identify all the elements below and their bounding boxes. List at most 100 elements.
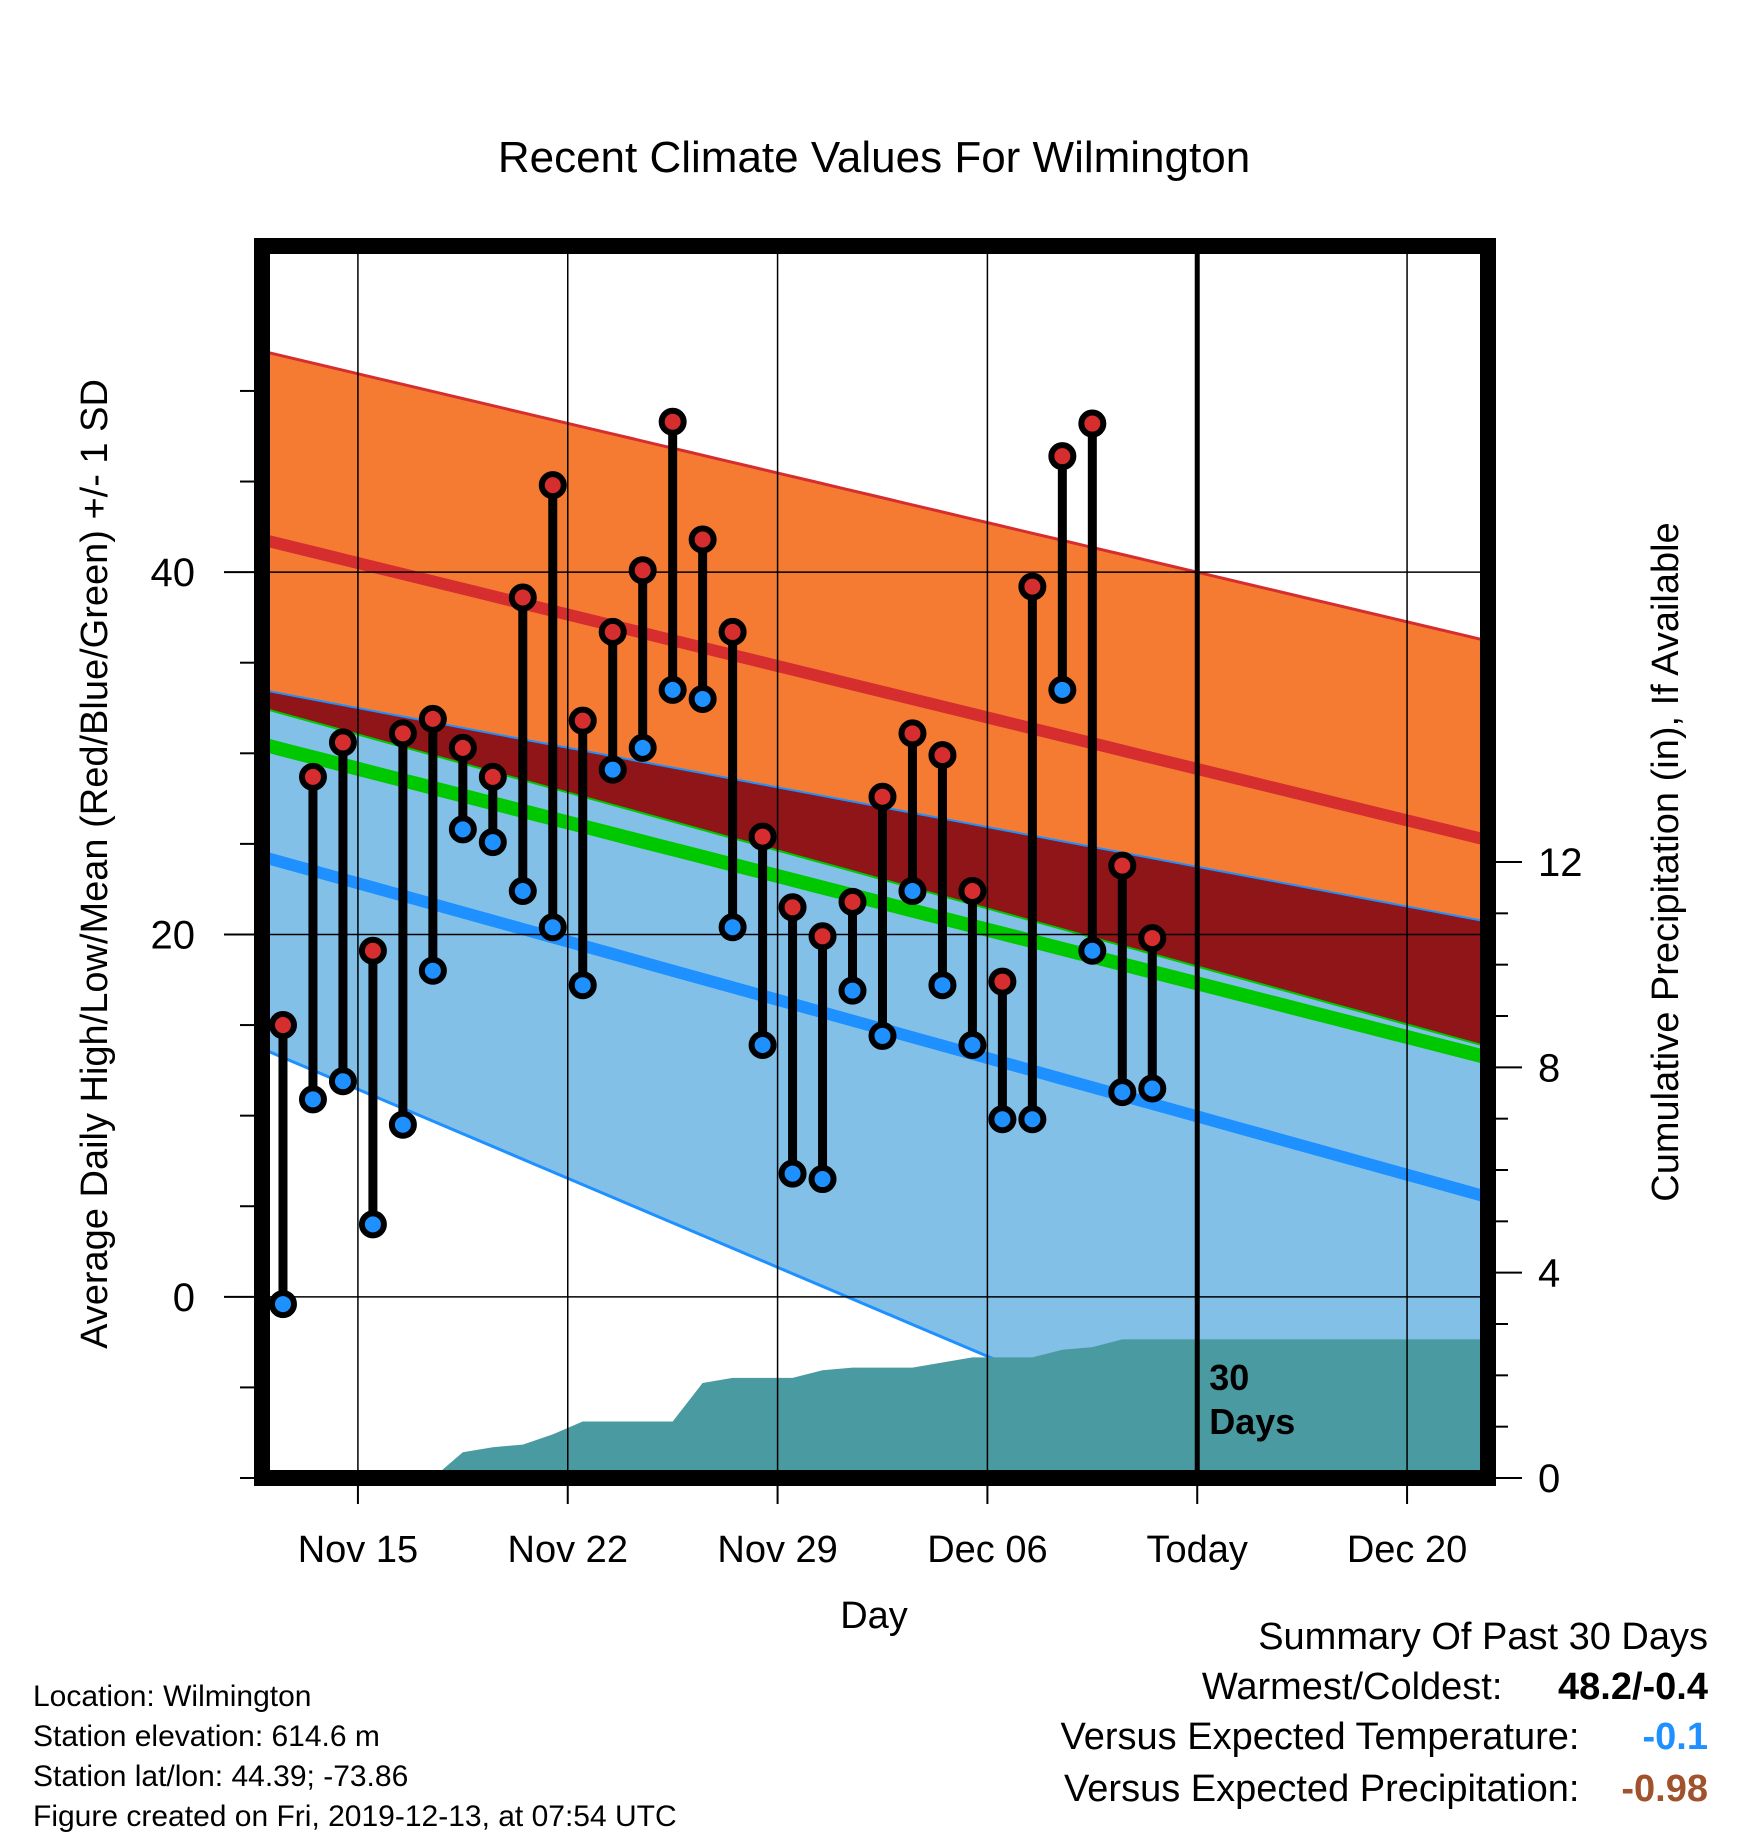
daily-high-point — [748, 822, 777, 851]
daily-record — [508, 583, 537, 905]
daily-high-point — [568, 706, 597, 735]
low-lower-line — [262, 1047, 1279, 1478]
precip-area — [432, 1339, 1488, 1478]
daily-high-point — [478, 762, 507, 791]
daily-low-point — [658, 675, 687, 704]
daily-low-point — [1138, 1074, 1167, 1103]
summary-heading: Summary Of Past 30 Days — [1258, 1616, 1708, 1658]
daily-low-point — [868, 1021, 897, 1050]
daily-high-point — [388, 719, 417, 748]
daily-record — [1138, 924, 1167, 1103]
summary-warm-cold-label: Warmest/Coldest: — [1201, 1666, 1503, 1708]
daily-high-point — [598, 617, 627, 646]
summary-precip: Versus Expected Precipitation: -0.98 — [1064, 1768, 1708, 1811]
daily-low-point — [718, 913, 747, 942]
daily-low-point — [1018, 1105, 1047, 1134]
daily-record — [1048, 442, 1077, 704]
x-tick-label: Dec 06 — [927, 1529, 1047, 1571]
daily-high-point — [508, 583, 537, 612]
daily-high-point — [1048, 442, 1077, 471]
y-right-tick-label: 12 — [1538, 841, 1583, 885]
y-right-tick-label: 8 — [1538, 1046, 1560, 1090]
daily-low-point — [958, 1030, 987, 1059]
daily-low-point — [808, 1165, 837, 1194]
daily-low-point — [928, 971, 957, 1000]
daily-low-point — [1048, 675, 1077, 704]
daily-high-point — [958, 876, 987, 905]
summary-warm-cold: Warmest/Coldest: 48.2/-0.4 — [1202, 1666, 1708, 1709]
daily-record — [1018, 572, 1047, 1134]
daily-high-point — [838, 887, 867, 916]
daily-high-point — [898, 719, 927, 748]
daily-record — [538, 471, 567, 942]
info-elevation: Station elevation: 614.6 m — [33, 1720, 380, 1753]
daily-record — [358, 936, 387, 1239]
daily-high-point — [778, 893, 807, 922]
daily-low-point — [298, 1085, 327, 1114]
daily-high-point — [448, 733, 477, 762]
summary-precip-label: Versus Expected Precipitation: — [1064, 1768, 1580, 1810]
daily-record — [268, 1011, 297, 1319]
daily-high-point — [328, 728, 357, 757]
daily-high-point — [358, 936, 387, 965]
y-left-tick-label: 20 — [151, 913, 196, 957]
daily-high-point — [808, 922, 837, 951]
daily-record — [688, 525, 717, 713]
daily-record — [628, 556, 657, 762]
daily-high-point — [628, 556, 657, 585]
daily-record — [328, 728, 357, 1096]
info-latlon: Station lat/lon: 44.39; -73.86 — [33, 1760, 409, 1793]
daily-record — [928, 741, 957, 1000]
daily-high-point — [418, 704, 447, 733]
y-right-tick-label: 0 — [1538, 1457, 1560, 1501]
daily-low-point — [1078, 936, 1107, 965]
daily-record — [748, 822, 777, 1059]
daily-record — [658, 407, 687, 704]
daily-high-point — [988, 967, 1017, 996]
high-upper-line — [262, 349, 1488, 643]
daily-low-point — [688, 684, 717, 713]
daily-record — [418, 704, 447, 985]
daily-record — [568, 706, 597, 1000]
y-right-tick-label: 4 — [1538, 1252, 1560, 1296]
daily-low-point — [748, 1030, 777, 1059]
summary-precip-value: -0.98 — [1621, 1768, 1708, 1810]
x-tick-label: Nov 15 — [298, 1529, 418, 1571]
today-annotation: 30 Days — [1209, 1357, 1295, 1442]
daily-low-point — [358, 1210, 387, 1239]
info-location: Location: Wilmington — [33, 1680, 312, 1713]
plot-frame — [254, 238, 1496, 1486]
daily-record — [448, 733, 477, 844]
today-annotation-line: 30 — [1209, 1357, 1249, 1398]
daily-low-point — [778, 1159, 807, 1188]
daily-low-point — [898, 876, 927, 905]
daily-record — [388, 719, 417, 1139]
summary-temp-label: Versus Expected Temperature: — [1060, 1716, 1580, 1758]
daily-record — [988, 967, 1017, 1134]
daily-low-point — [1108, 1078, 1137, 1107]
chart-title: Recent Climate Values For Wilmington — [498, 133, 1250, 182]
daily-low-point — [268, 1290, 297, 1319]
daily-record — [958, 876, 987, 1059]
daily-high-point — [1138, 924, 1167, 953]
x-tick-label: Today — [1147, 1529, 1248, 1571]
daily-record — [1078, 409, 1107, 965]
daily-low-point — [448, 815, 477, 844]
daily-low-point — [568, 971, 597, 1000]
daily-record — [298, 762, 327, 1114]
daily-low-point — [538, 913, 567, 942]
summary-temp-value: -0.1 — [1642, 1716, 1708, 1758]
y-left-axis-label: Average Daily High/Low/Mean (Red/Blue/Gr… — [74, 379, 116, 1349]
daily-record — [838, 887, 867, 1005]
x-tick-label: Nov 29 — [717, 1529, 837, 1571]
plot-area: 30 Days — [262, 246, 1488, 1478]
daily-high-point — [868, 782, 897, 811]
x-tick-label: Nov 22 — [508, 1529, 628, 1571]
daily-low-point — [838, 976, 867, 1005]
daily-high-point — [268, 1011, 297, 1040]
summary-warm-cold-value: 48.2/-0.4 — [1558, 1666, 1708, 1708]
daily-low-point — [388, 1110, 417, 1139]
today-annotation-line: Days — [1209, 1401, 1295, 1442]
daily-high-point — [928, 741, 957, 770]
